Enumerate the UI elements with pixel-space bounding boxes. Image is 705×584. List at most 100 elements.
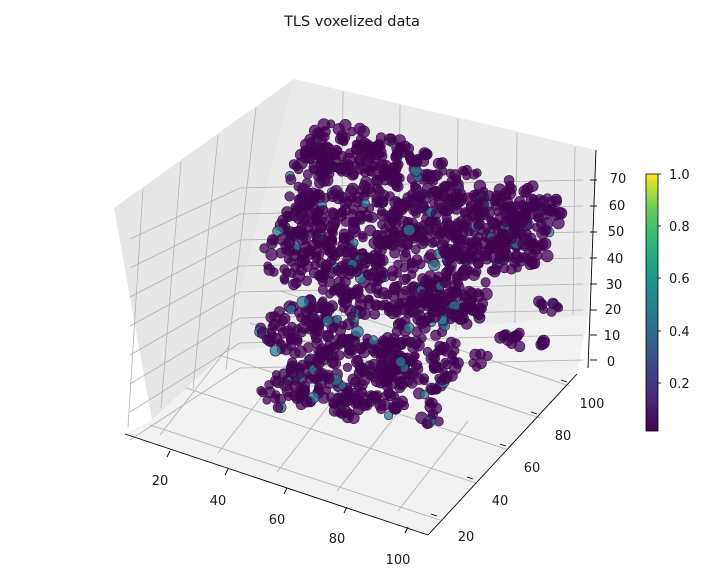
scatter-point [450, 338, 461, 349]
scatter-point [334, 133, 346, 145]
scatter-point [281, 267, 292, 278]
scatter-point [530, 243, 543, 255]
scatter-point [322, 315, 334, 327]
scatter-point [445, 259, 457, 272]
scatter-point [482, 206, 495, 219]
scatter-point [511, 249, 522, 261]
scatter-point [450, 243, 463, 256]
y-tick-mark [430, 513, 438, 517]
scatter-point [533, 295, 545, 308]
y-tick-label: 80 [555, 429, 572, 444]
scatter-point [298, 227, 308, 238]
scatter-point [481, 253, 493, 265]
grid-line [129, 317, 241, 385]
grid-line [129, 213, 241, 269]
scatter-point [346, 345, 358, 356]
chart-title: TLS voxelized data [283, 14, 420, 30]
scatter-point [358, 231, 367, 240]
scatter-point [339, 276, 351, 288]
scatter-point [323, 276, 336, 288]
grid-line [160, 161, 182, 409]
scatter-point [319, 126, 331, 138]
scatter-point [373, 246, 383, 255]
scatter-point [417, 200, 429, 212]
scatter-point [392, 318, 404, 330]
x-tick-label: 60 [269, 513, 286, 528]
scatter-point [322, 329, 334, 341]
z-tick-label: 30 [606, 278, 623, 293]
colorbar-ticks: 0.2 0.4 0.6 0.8 1.0 [658, 168, 690, 392]
scatter-point [451, 173, 462, 184]
scatter-point [365, 282, 377, 294]
scatter-point [424, 270, 437, 283]
axes-3d: 20 40 60 80 100 20 40 60 80 100 0 10 20 … [114, 79, 626, 568]
scatter-point [339, 118, 352, 132]
colorbar-gradient [645, 173, 659, 432]
colorbar-tick-label: 0.6 [669, 272, 690, 287]
grid-line [129, 291, 241, 356]
scatter-point [337, 239, 349, 251]
scatter-point [514, 218, 524, 228]
axis-lines [124, 149, 597, 536]
scatter-point [521, 205, 532, 216]
scatter-point [520, 187, 531, 198]
scatter-point [440, 203, 454, 217]
scatter-point [338, 320, 348, 330]
z-tick-label: 10 [604, 329, 621, 344]
scatter-point [290, 376, 301, 386]
scatter-point [334, 208, 348, 222]
x-tick-mark [404, 526, 409, 534]
scatter-point [296, 255, 309, 268]
scatter-point [500, 216, 512, 228]
scatter-point [391, 181, 402, 192]
scatter-point [505, 180, 515, 191]
scatter-point [256, 386, 266, 396]
z-tick-label: 0 [607, 355, 615, 370]
scatter-point [319, 268, 330, 279]
scatter-point [387, 271, 398, 282]
scatter-point [322, 245, 333, 256]
grid-line [185, 387, 477, 484]
scatter-point [506, 338, 517, 349]
grid-line [225, 107, 257, 371]
y-tick-mark [466, 476, 474, 480]
scatter-point [419, 220, 429, 230]
scatter-point [314, 382, 324, 393]
scatter-point [401, 248, 411, 258]
scatter-point [459, 265, 470, 276]
scatter-point [552, 217, 565, 230]
scatter-point [431, 348, 441, 358]
scatter-point [364, 165, 376, 177]
scatter-point [351, 139, 362, 149]
scatter-point [312, 301, 324, 313]
grid-line [149, 424, 441, 521]
scatter-point [269, 344, 282, 357]
scatter-point [553, 207, 566, 220]
scatter-point [480, 277, 491, 288]
scatter-point [468, 358, 478, 368]
grid-line [336, 400, 408, 492]
x-tick-label: 20 [152, 474, 169, 489]
scatter-point [548, 298, 559, 309]
scatter-point [336, 260, 349, 274]
scatter-point [307, 228, 317, 238]
scatter-point [284, 191, 295, 202]
scatter-point [263, 261, 273, 271]
scatter-point [356, 391, 369, 404]
y-tick-mark [499, 443, 507, 447]
scatter-points [254, 118, 568, 430]
scatter-point [359, 341, 370, 352]
scatter-point [301, 396, 313, 408]
grid-line [129, 265, 241, 327]
scatter-point [377, 287, 390, 300]
scatter-point [402, 274, 412, 284]
x-tick-label: 100 [386, 553, 411, 568]
scatter-point [517, 237, 529, 250]
scatter-point [388, 161, 401, 174]
z-tick-label: 60 [609, 199, 626, 214]
x-tick-mark [224, 468, 229, 476]
scatter-point [432, 157, 444, 169]
scatter-point [257, 326, 270, 340]
scatter-point [326, 189, 340, 202]
grid-line [129, 367, 241, 441]
